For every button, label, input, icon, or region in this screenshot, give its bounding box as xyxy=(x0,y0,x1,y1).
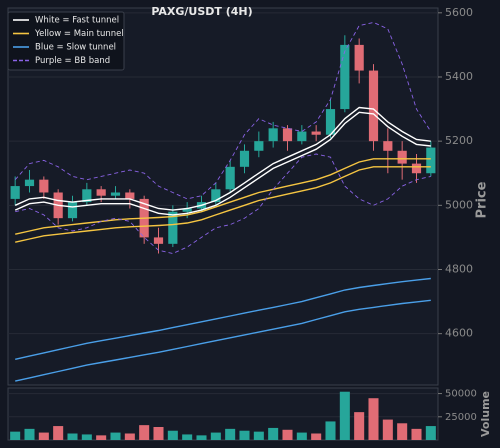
candle-body xyxy=(39,179,49,193)
volume-bar xyxy=(268,427,279,440)
indicator-line xyxy=(15,299,431,382)
volume-bar xyxy=(24,428,35,440)
legend-label: Yellow = Main tunnel xyxy=(34,29,124,39)
legend-box xyxy=(7,11,125,71)
candle-body xyxy=(211,189,221,203)
candle-body xyxy=(282,128,293,142)
volume-bar xyxy=(210,432,221,440)
volume-bar xyxy=(368,398,379,440)
candle-body xyxy=(239,150,250,167)
legend-label: Blue = Slow tunnel xyxy=(35,43,116,53)
volume-bar xyxy=(253,431,264,440)
volume-bar xyxy=(239,430,250,440)
candle-body xyxy=(411,163,422,174)
volume-bar xyxy=(325,421,336,440)
indicator-line xyxy=(14,21,432,200)
volume-bar xyxy=(397,423,408,440)
candle-body xyxy=(268,128,278,142)
candle-body xyxy=(153,237,164,244)
y-tick-label: 5400 xyxy=(445,70,473,83)
y-tick-label: 50000 xyxy=(445,389,477,400)
volume-bar xyxy=(167,430,178,440)
volume-bar xyxy=(354,412,365,440)
volume-bar xyxy=(38,432,49,440)
candle-body xyxy=(67,202,78,219)
volume-panel xyxy=(7,387,439,441)
indicator-line xyxy=(15,166,431,243)
y-tick-label: 4800 xyxy=(445,262,473,275)
volume-bar xyxy=(296,432,307,440)
y-tick-label: 5600 xyxy=(445,6,473,19)
candle-body xyxy=(254,141,264,151)
candle-body xyxy=(96,189,106,196)
volume-bar xyxy=(182,434,193,440)
volume-bar xyxy=(124,433,135,440)
indicator-line xyxy=(15,158,431,235)
volume-bar xyxy=(196,435,207,440)
chart-title: PAXG/USDT (4H) xyxy=(151,5,252,18)
candle-body xyxy=(340,44,350,110)
volume-bar xyxy=(10,431,21,440)
candle-body xyxy=(354,44,364,71)
volume-bar xyxy=(53,426,64,440)
candle-body xyxy=(82,189,92,203)
candle-body xyxy=(397,150,407,164)
volume-bar xyxy=(139,425,150,440)
y-tick-label: 5000 xyxy=(445,198,473,211)
legend-label: Purple = BB band xyxy=(35,56,110,66)
candle-body xyxy=(426,147,436,174)
candle-body xyxy=(168,211,178,244)
volume-bar xyxy=(282,429,293,440)
candle-body xyxy=(182,208,192,212)
volume-bar xyxy=(339,391,350,440)
y-tick-label: 5200 xyxy=(445,134,473,147)
candle-body xyxy=(10,186,20,199)
volume-bar xyxy=(311,433,322,440)
volume-bar xyxy=(425,426,436,440)
candle-body xyxy=(225,166,235,190)
candle-body xyxy=(125,192,135,199)
candle-body xyxy=(383,141,393,151)
volume-bar xyxy=(225,428,236,440)
legend: White = Fast tunnel Yellow = Main tunnel B… xyxy=(7,11,125,71)
volume-bar xyxy=(153,427,164,440)
y-tick-label: 4600 xyxy=(445,327,473,340)
y-axis-label: Price xyxy=(475,181,490,218)
volume-bar xyxy=(67,433,78,440)
candle-body xyxy=(110,192,121,196)
candle-body xyxy=(297,131,307,142)
y-tick-label: 25000 xyxy=(445,412,477,423)
indicator-line xyxy=(15,153,431,254)
indicator-line xyxy=(15,277,431,360)
indicator-lines xyxy=(14,21,432,382)
legend-label: White = Fast tunnel xyxy=(35,16,119,26)
volume-bar xyxy=(382,419,393,440)
indicator-line xyxy=(14,106,431,211)
candle-body xyxy=(368,70,379,142)
volume-bar xyxy=(81,434,92,440)
volume-bar xyxy=(411,428,422,440)
volume-bar xyxy=(96,435,107,440)
candle-body xyxy=(325,109,336,135)
volume-axis-label: Volume xyxy=(479,391,492,437)
candle-body xyxy=(311,131,321,135)
indicator-line xyxy=(14,111,431,216)
candle-body xyxy=(24,179,35,187)
volume-bar xyxy=(110,432,121,440)
